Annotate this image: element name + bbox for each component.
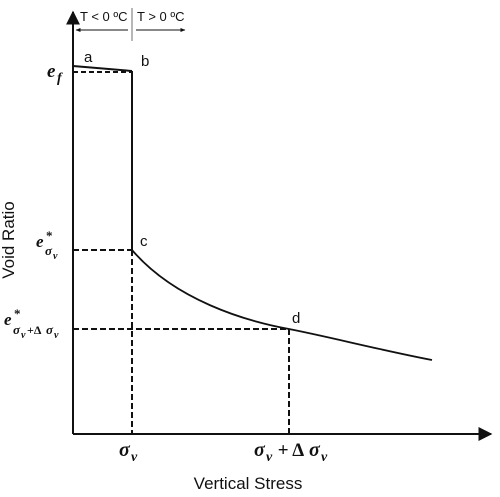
sigma-base: σ — [119, 439, 131, 461]
point-label-a: a — [84, 49, 93, 66]
esd-sub1: σ — [13, 322, 21, 337]
esd-base: e — [4, 310, 12, 329]
segment-a-b — [72, 65, 133, 72]
esd-sub1v: v — [21, 330, 26, 341]
esd-plus: +Δ — [27, 323, 42, 337]
compression-curve-c-d — [131, 249, 433, 361]
esd-sub2: σ — [46, 322, 54, 337]
sum-sub1: v — [266, 450, 273, 465]
esd-sup: * — [14, 306, 21, 321]
point-label-c: c — [140, 233, 148, 250]
point-label-b: b — [141, 53, 149, 70]
ef-sub: f — [57, 71, 63, 86]
temperature-label-frozen: T < 0 ºC — [80, 9, 128, 24]
y-tick-ef: e f — [47, 61, 63, 86]
es-sup: * — [46, 228, 53, 243]
sum-sigma2: σ — [309, 439, 321, 461]
sum-plus: + Δ — [273, 440, 304, 461]
esd-sub2v: v — [54, 330, 59, 341]
x-tick-sigma-delta: σ v + Δ σ v — [254, 439, 328, 465]
temperature-label-thawed: T > 0 ºC — [137, 9, 185, 24]
x-axis-label: Vertical Stress — [194, 474, 303, 493]
es-base: e — [36, 232, 44, 251]
sigma-sub: v — [131, 450, 138, 465]
sum-sigma: σ — [254, 439, 266, 461]
es-subsub: v — [53, 251, 58, 262]
sum-sub2: v — [321, 450, 328, 465]
y-tick-e-sigma: e * σ v — [36, 228, 58, 262]
y-axis-label: Void Ratio — [0, 201, 18, 279]
point-label-d: d — [292, 310, 300, 327]
ef-base: e — [47, 61, 56, 82]
y-tick-e-sigma-delta: e * σ v +Δ σ v — [4, 306, 59, 341]
x-tick-sigma: σ v — [119, 439, 138, 465]
es-sub: σ — [45, 243, 53, 258]
